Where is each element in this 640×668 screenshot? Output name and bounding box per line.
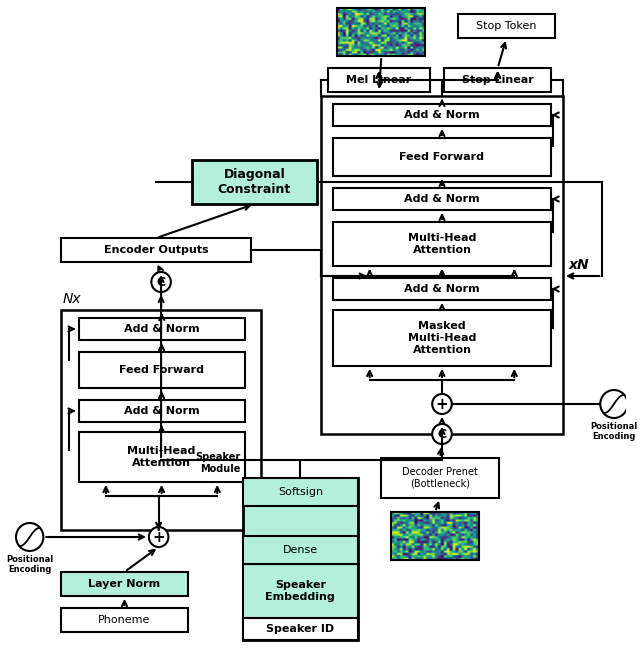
Bar bbox=[391, 512, 479, 560]
Text: Stop Token: Stop Token bbox=[476, 21, 537, 31]
Bar bbox=[333, 104, 552, 126]
Text: Masked
Multi-Head
Attention: Masked Multi-Head Attention bbox=[408, 321, 476, 355]
Text: Multi-Head
Attention: Multi-Head Attention bbox=[127, 446, 196, 468]
Bar bbox=[333, 278, 552, 300]
Text: Decoder Prenet
(Bottleneck): Decoder Prenet (Bottleneck) bbox=[402, 467, 478, 489]
Text: Feed Forward: Feed Forward bbox=[399, 152, 484, 162]
Text: Nx: Nx bbox=[63, 292, 81, 306]
Text: Phoneme: Phoneme bbox=[99, 615, 150, 625]
Circle shape bbox=[151, 272, 171, 292]
Bar bbox=[243, 564, 358, 618]
Bar bbox=[243, 478, 358, 640]
Bar bbox=[337, 8, 426, 56]
Text: Add & Norm: Add & Norm bbox=[404, 284, 480, 294]
Circle shape bbox=[16, 523, 44, 551]
Bar bbox=[61, 238, 252, 262]
Text: Positional
Encoding: Positional Encoding bbox=[590, 422, 637, 442]
Text: Softsign: Softsign bbox=[278, 487, 323, 497]
Bar bbox=[192, 160, 317, 204]
Bar bbox=[79, 352, 244, 388]
Text: Speaker
Module: Speaker Module bbox=[195, 452, 241, 474]
Bar bbox=[61, 608, 188, 632]
Text: +: + bbox=[152, 530, 165, 544]
Text: Multi-Head
Attention: Multi-Head Attention bbox=[408, 233, 476, 255]
Bar bbox=[321, 96, 563, 434]
Bar bbox=[79, 432, 244, 482]
Text: Add & Norm: Add & Norm bbox=[404, 110, 480, 120]
Text: Dense: Dense bbox=[283, 545, 318, 555]
Circle shape bbox=[149, 527, 168, 547]
Bar bbox=[243, 478, 358, 506]
Bar bbox=[61, 572, 188, 596]
Bar bbox=[79, 318, 244, 340]
Circle shape bbox=[432, 424, 452, 444]
Bar bbox=[243, 618, 358, 640]
Bar bbox=[458, 14, 556, 38]
Text: Diagonal
Constraint: Diagonal Constraint bbox=[218, 168, 291, 196]
Text: C: C bbox=[157, 275, 166, 289]
Text: Positional
Encoding: Positional Encoding bbox=[6, 555, 53, 574]
Bar bbox=[333, 138, 552, 176]
Text: Add & Norm: Add & Norm bbox=[404, 194, 480, 204]
Text: Encoder Outputs: Encoder Outputs bbox=[104, 245, 209, 255]
Bar bbox=[444, 68, 552, 92]
Bar bbox=[333, 188, 552, 210]
Text: C: C bbox=[437, 428, 447, 440]
Text: Feed Forward: Feed Forward bbox=[119, 365, 204, 375]
Bar bbox=[328, 68, 430, 92]
Text: Stop Linear: Stop Linear bbox=[462, 75, 534, 85]
Bar bbox=[79, 400, 244, 422]
Text: Add & Norm: Add & Norm bbox=[124, 324, 200, 334]
Text: Mel Linear: Mel Linear bbox=[346, 75, 412, 85]
Text: Speaker ID: Speaker ID bbox=[266, 624, 334, 634]
Text: Add & Norm: Add & Norm bbox=[124, 406, 200, 416]
Bar bbox=[381, 458, 499, 498]
Bar bbox=[333, 310, 552, 366]
Circle shape bbox=[432, 394, 452, 414]
Bar bbox=[243, 536, 358, 564]
Bar bbox=[61, 310, 261, 530]
Bar bbox=[333, 222, 552, 266]
Circle shape bbox=[600, 390, 628, 418]
Text: Layer Norm: Layer Norm bbox=[88, 579, 161, 589]
Text: xN: xN bbox=[569, 258, 589, 272]
Text: Speaker
Embedding: Speaker Embedding bbox=[266, 580, 335, 602]
Text: +: + bbox=[436, 397, 449, 411]
